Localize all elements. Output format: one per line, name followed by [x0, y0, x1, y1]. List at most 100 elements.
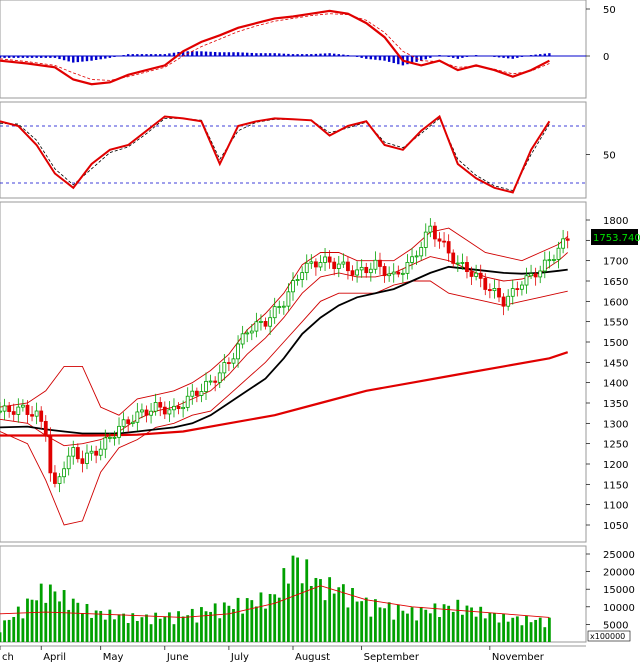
price-candle-body — [20, 404, 25, 408]
price-candle-body — [98, 448, 103, 456]
macd-histogram-bar — [296, 54, 299, 56]
price-candle-body — [66, 455, 71, 470]
stochastic-y-label: 50 — [603, 151, 616, 162]
macd-histogram-bar — [62, 56, 66, 61]
price-candle-body — [43, 420, 48, 437]
price-y-label: 1500 — [603, 338, 628, 349]
price-candle-body — [217, 372, 222, 383]
price-candle-body — [309, 261, 314, 264]
price-y-label: 1550 — [603, 318, 628, 329]
price-candle-body — [400, 272, 405, 275]
macd-histogram-bar — [543, 53, 546, 56]
macd-y-label: 0 — [603, 52, 609, 63]
macd-histogram-bar — [406, 56, 409, 65]
price-candle-body — [249, 330, 254, 334]
macd-histogram-bar — [26, 56, 29, 58]
volume-bar — [39, 583, 43, 642]
volume-bar — [250, 600, 254, 642]
volume-bar — [140, 617, 144, 642]
price-candle-body — [387, 273, 392, 277]
price-candle-body — [552, 259, 556, 261]
macd-histogram-bar — [493, 56, 496, 57]
macd-histogram-bar — [30, 56, 34, 58]
volume-bar — [149, 624, 153, 642]
volume-bar — [529, 622, 533, 642]
price-candle-body — [382, 266, 387, 277]
volume-bar — [392, 619, 396, 642]
volume-bar — [493, 613, 496, 642]
ma-medium-line — [0, 265, 568, 435]
macd-histogram-bar — [49, 56, 52, 58]
volume-bar — [364, 597, 368, 642]
price-candle-body — [89, 450, 94, 454]
price-candle-body — [538, 270, 543, 278]
macd-histogram-bar — [154, 54, 157, 56]
price-candle-body — [396, 271, 401, 275]
macd-histogram-bar — [236, 52, 240, 56]
price-candle-body — [117, 425, 121, 438]
volume-bar — [415, 620, 419, 642]
macd-histogram-bar — [342, 54, 345, 56]
price-candle-body — [39, 410, 44, 422]
volume-bar — [53, 591, 57, 642]
volume-bar — [277, 597, 281, 642]
price-candle-body — [419, 247, 424, 257]
volume-bar — [209, 611, 212, 642]
volume-plot — [0, 555, 551, 642]
volume-bar — [268, 593, 272, 642]
volume-bar — [26, 598, 29, 642]
price-candle-body — [524, 275, 529, 286]
price-candle-body — [291, 280, 295, 293]
price-y-label: 1700 — [603, 257, 628, 268]
macd-histogram-bar — [94, 56, 98, 60]
volume-bar — [442, 604, 446, 642]
stochastic-plot — [0, 114, 586, 194]
volume-bar — [177, 611, 180, 642]
price-y-label: 1650 — [603, 277, 628, 288]
macd-frame — [0, 0, 587, 99]
last-price-label: 1753.740 — [593, 233, 640, 244]
volume-panel: 25000 20000 15000 10000 5000 x100000 — [0, 545, 635, 643]
volume-bar — [534, 619, 538, 642]
volume-bar — [438, 617, 441, 642]
macd-histogram-bar — [76, 56, 80, 63]
macd-histogram-bar — [191, 51, 194, 56]
volume-bar — [30, 599, 34, 642]
macd-histogram-bar — [159, 54, 162, 56]
price-candle-body — [53, 472, 57, 484]
macd-histogram-bar — [397, 56, 400, 65]
volume-bar — [145, 614, 148, 642]
price-candle-body — [437, 238, 442, 242]
price-candle-body — [487, 289, 492, 292]
macd-histogram-bar — [365, 56, 368, 59]
macd-histogram-bar — [122, 55, 125, 56]
volume-bar — [451, 611, 455, 642]
macd-histogram-bar — [273, 53, 276, 56]
price-candle-body — [263, 321, 268, 327]
price-candle-body — [295, 279, 300, 282]
volume-bar — [337, 587, 341, 642]
time-axis-label: May — [103, 652, 124, 663]
volume-y-label: 10000 — [603, 603, 635, 614]
volume-bar — [67, 609, 71, 642]
macd-histogram-bar — [520, 56, 524, 57]
macd-histogram-bar — [204, 51, 208, 56]
price-y-label: 1150 — [603, 480, 628, 491]
macd-histogram-bar — [323, 53, 327, 56]
volume-bar — [309, 586, 313, 642]
volume-bar — [323, 600, 327, 642]
time-axis: ch April May June July August September Novembe… — [0, 645, 586, 663]
macd-histogram-bar — [181, 51, 185, 56]
price-y-label: 1050 — [603, 521, 628, 532]
volume-bar — [163, 616, 167, 642]
price-candle-body — [107, 436, 112, 439]
volume-bar — [374, 599, 377, 642]
price-candle-body — [478, 272, 483, 279]
price-candle-body — [2, 405, 7, 412]
price-candle-body — [423, 231, 428, 248]
macd-histogram-bar — [250, 52, 253, 56]
macd-histogram-bar — [3, 56, 6, 58]
volume-bar — [383, 608, 386, 642]
macd-histogram-bar — [67, 56, 70, 62]
volume-bar — [58, 601, 61, 642]
